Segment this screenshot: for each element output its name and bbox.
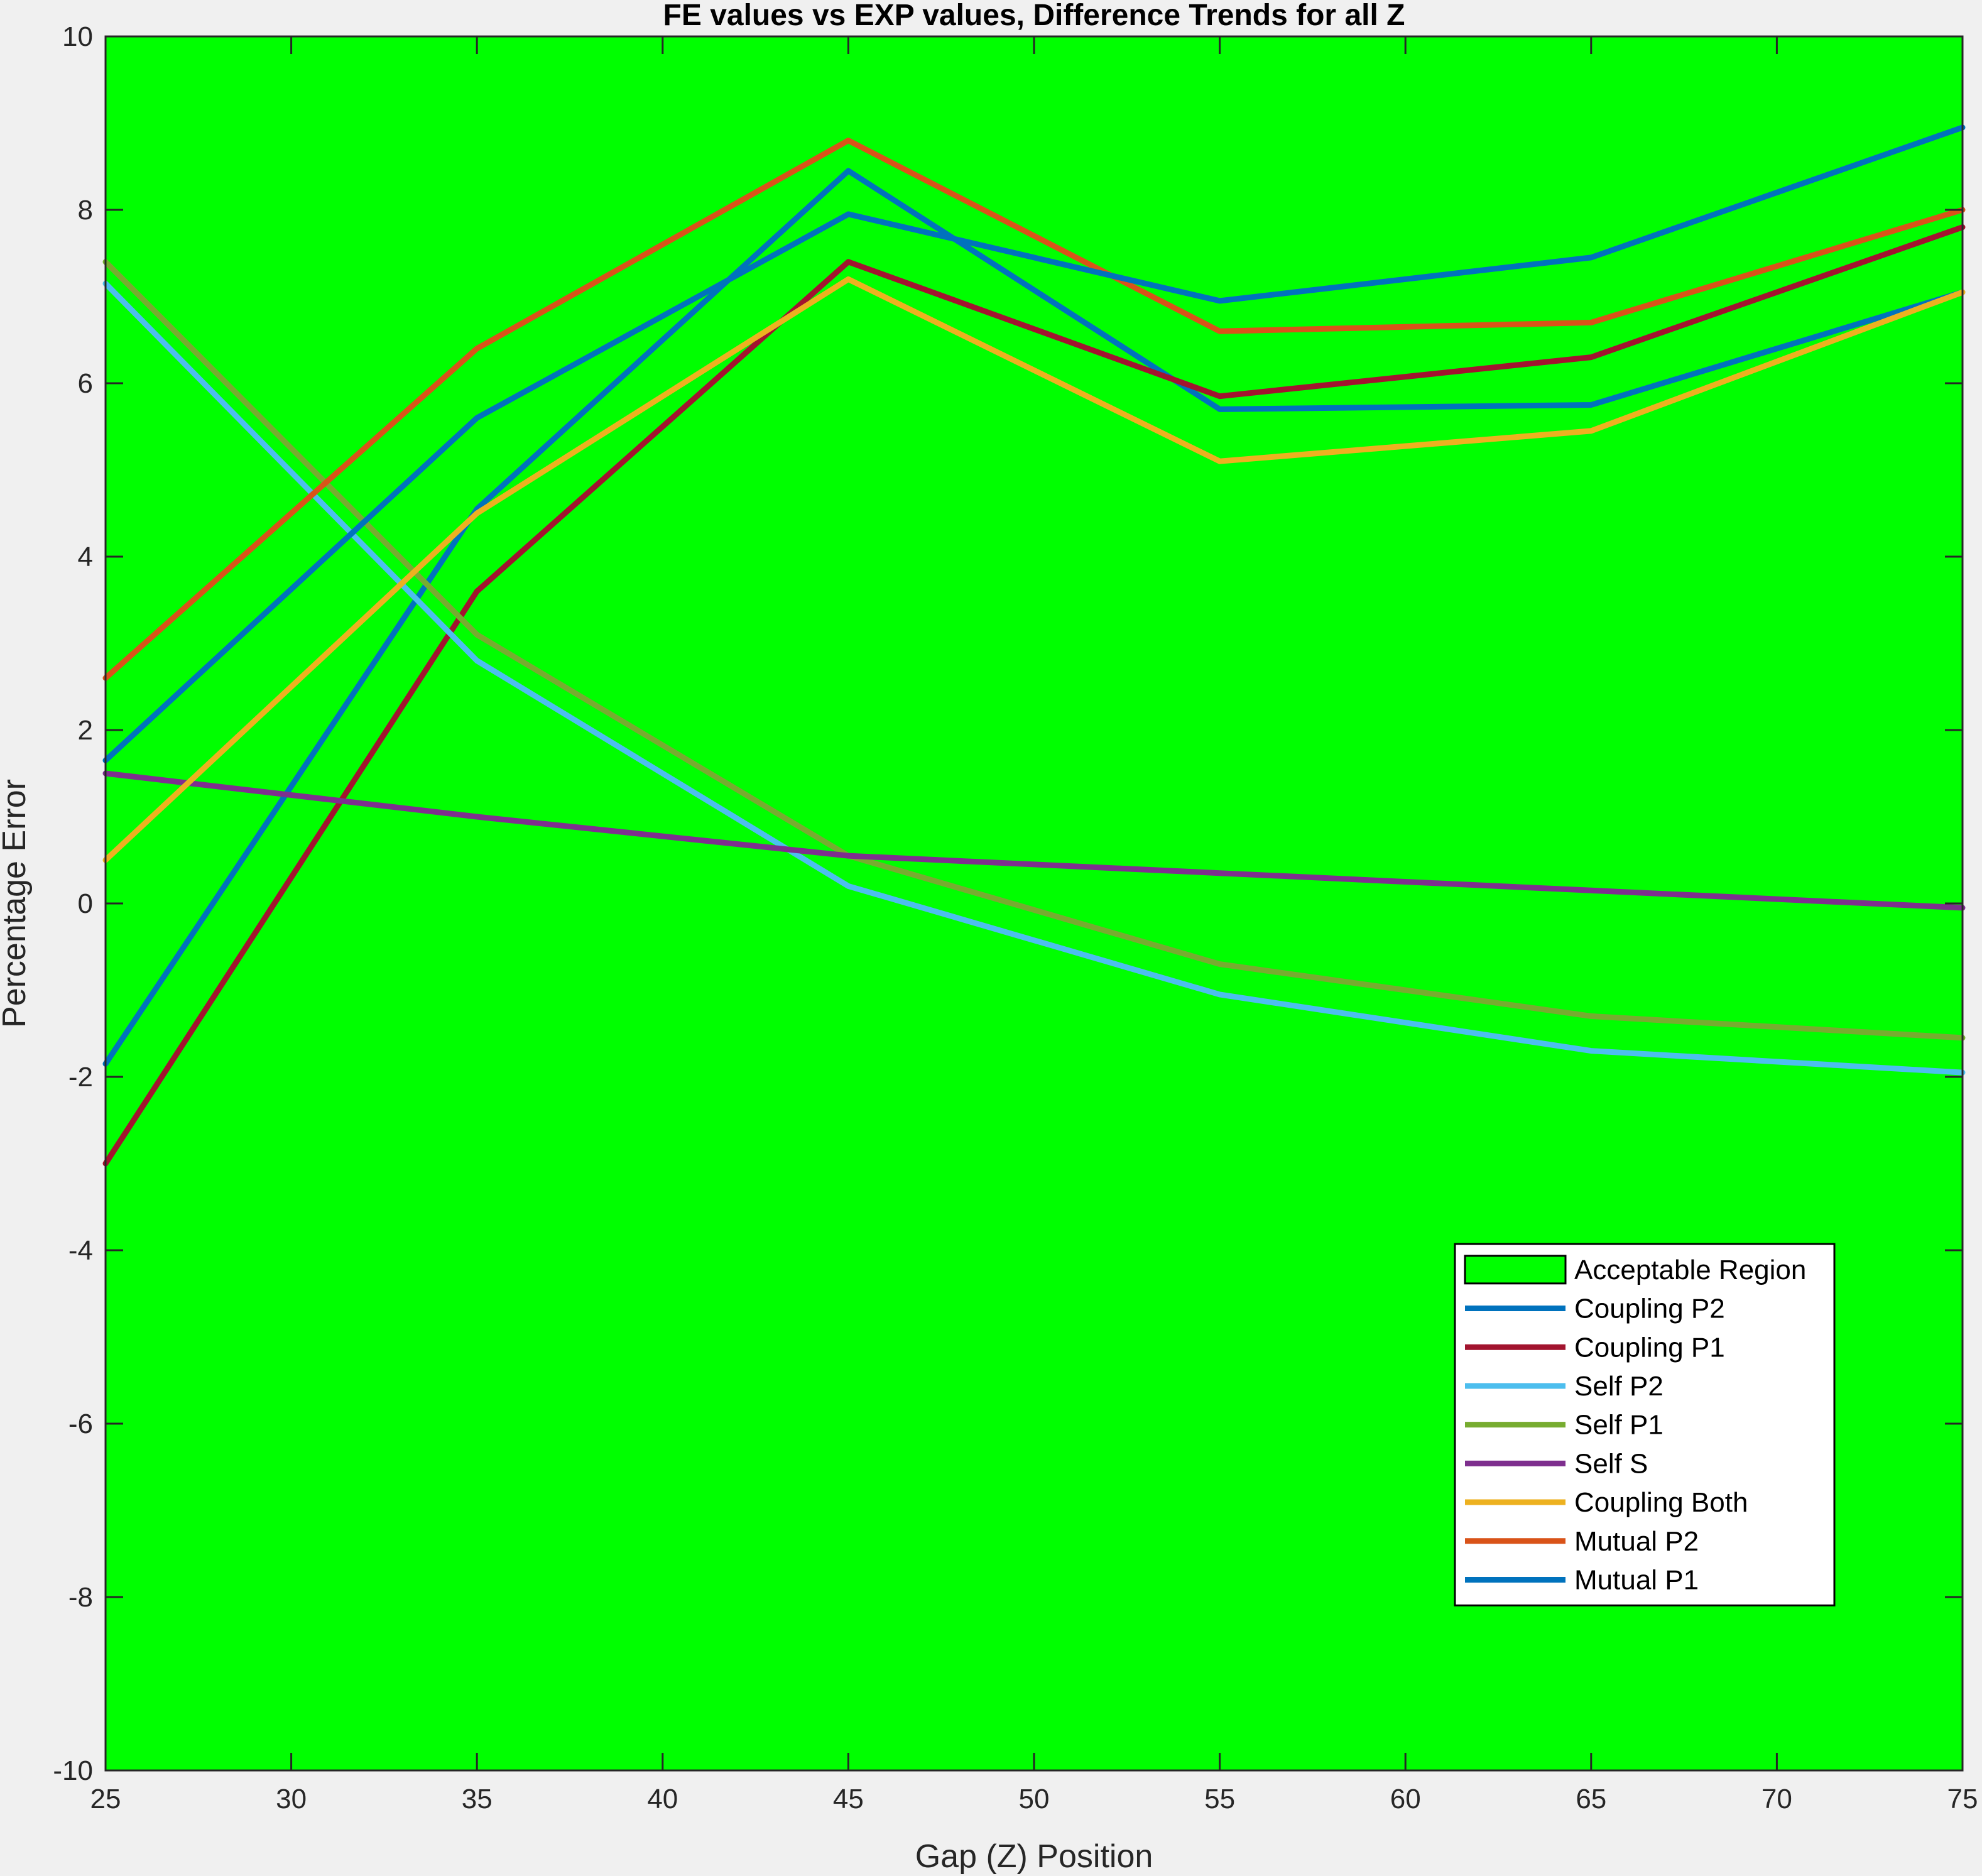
legend-label: Mutual P1 — [1574, 1564, 1699, 1595]
chart-title: FE values vs EXP values, Difference Tren… — [663, 0, 1405, 32]
legend-swatch-patch — [1464, 1255, 1567, 1285]
legend: Acceptable Region Coupling P2 Coupling P1 S… — [1454, 1243, 1836, 1606]
y-tick-label: -8 — [68, 1582, 93, 1613]
y-axis-label: Percentage Error — [0, 779, 33, 1028]
y-tick-label: -2 — [68, 1062, 93, 1093]
series-line-self-s — [102, 770, 1966, 911]
y-tick-label: -4 — [68, 1235, 93, 1266]
y-tick-label: -10 — [53, 1755, 93, 1786]
legend-label: Coupling P2 — [1574, 1294, 1725, 1324]
y-tick-label: 10 — [62, 21, 93, 52]
x-tick-label: 25 — [90, 1784, 121, 1814]
x-tick-label: 60 — [1390, 1784, 1421, 1814]
x-tick-label: 75 — [1947, 1784, 1978, 1814]
y-tick-label: 4 — [78, 542, 93, 572]
x-axis-label: Gap (Z) Position — [915, 1838, 1153, 1875]
x-axis: 25 30 35 40 45 50 55 60 65 70 75 — [90, 36, 1978, 1814]
y-tick-label: 0 — [78, 888, 93, 919]
y-tick-label: 8 — [78, 195, 93, 226]
x-tick-label: 50 — [1019, 1784, 1050, 1814]
legend-label: Self S — [1574, 1448, 1648, 1479]
x-tick-label: 35 — [462, 1784, 493, 1814]
series-line-coupling-p1 — [102, 224, 1966, 1167]
series-line-mutual-p2 — [102, 138, 1966, 681]
x-tick-label: 30 — [276, 1784, 307, 1814]
series-layer — [102, 124, 1966, 1167]
y-tick-label: 6 — [78, 368, 93, 399]
legend-label: Self P1 — [1574, 1410, 1663, 1441]
y-tick-label: 2 — [78, 715, 93, 746]
series-line-mutual-p1 — [102, 124, 1966, 763]
series-line-self-p2 — [102, 280, 1966, 1076]
legend-label: Mutual P2 — [1574, 1526, 1699, 1557]
x-tick-label: 55 — [1204, 1784, 1235, 1814]
y-tick-label: -6 — [68, 1409, 93, 1439]
legend-label: Coupling Both — [1574, 1487, 1748, 1518]
x-tick-label: 45 — [833, 1784, 864, 1814]
series-line-coupling-both — [102, 276, 1966, 863]
x-tick-label: 65 — [1576, 1784, 1606, 1814]
legend-label: Coupling P1 — [1574, 1332, 1725, 1363]
x-tick-label: 70 — [1761, 1784, 1792, 1814]
x-tick-label: 40 — [647, 1784, 678, 1814]
legend-label: Acceptable Region — [1574, 1255, 1806, 1285]
legend-label: Self P2 — [1574, 1371, 1663, 1402]
y-axis: -10 -8 -6 -4 -2 0 2 4 6 8 10 — [53, 21, 1963, 1786]
